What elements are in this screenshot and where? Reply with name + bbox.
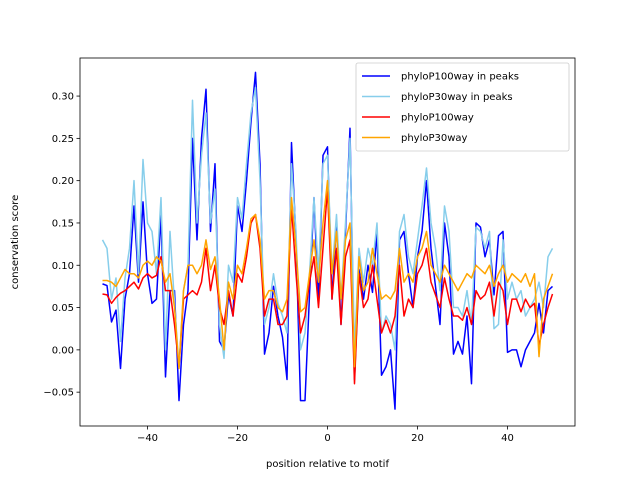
x-axis-label: position relative to motif xyxy=(266,459,389,470)
legend-label-3: phyloP30way xyxy=(401,133,468,144)
x-tick-label: −20 xyxy=(227,433,248,444)
legend-label-0: phyloP100way in peaks xyxy=(401,72,519,83)
x-tick-label: 40 xyxy=(501,433,514,444)
plot-area xyxy=(101,71,554,410)
x-tick-label: −40 xyxy=(137,433,158,444)
legend-box xyxy=(355,62,570,152)
x-axis: −40 −20 0 20 40 xyxy=(137,426,514,444)
y-axis-label: conservation score xyxy=(10,195,21,290)
legend-label-2: phyloP100way xyxy=(401,113,474,124)
series-line-2 xyxy=(102,188,554,385)
x-tick-label: 0 xyxy=(324,433,330,444)
legend-label-1: phyloP30way in peaks xyxy=(401,92,513,103)
legend: phyloP100way in peaks phyloP30way in peak… xyxy=(355,62,570,152)
y-tick-label: 0.10 xyxy=(52,261,74,272)
y-tick-label: 0.15 xyxy=(52,218,74,229)
y-tick-label: −0.05 xyxy=(43,388,74,399)
x-tick-label: 20 xyxy=(411,433,424,444)
series-line-0 xyxy=(102,71,554,410)
y-tick-label: 0.00 xyxy=(52,345,74,356)
y-tick-label: 0.05 xyxy=(52,303,74,314)
y-axis: −0.05 0.00 0.05 0.10 0.15 0.20 0.25 0.30 xyxy=(43,92,80,399)
series-line-3 xyxy=(102,179,554,370)
y-tick-label: 0.30 xyxy=(52,92,74,103)
y-tick-label: 0.25 xyxy=(52,134,74,145)
y-tick-label: 0.20 xyxy=(52,176,74,187)
